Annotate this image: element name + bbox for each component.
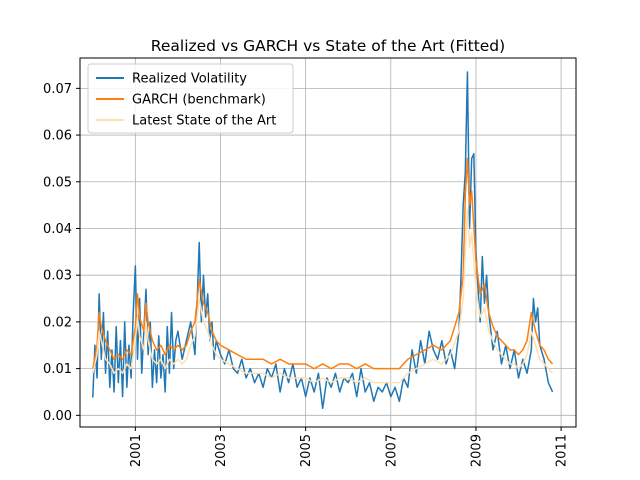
chart-title: Realized vs GARCH vs State of the Art (F… — [151, 37, 505, 55]
plot-area: 0.00 0.01 0.02 0.03 0.04 0.05 0.06 0.07 2001 2003… — [43, 57, 577, 467]
axes-frame — [79, 57, 577, 428]
y-tick-label: 0.07 — [43, 82, 72, 97]
x-tick-label: 2005 — [299, 434, 314, 467]
y-tick-label: 0.05 — [43, 175, 72, 190]
y-tick-label: 0.00 — [43, 409, 72, 424]
legend-entry-garch-benchmark: GARCH (benchmark) — [132, 93, 266, 108]
series-line-latest-state-of-the-art — [92, 209, 554, 384]
x-tick-label: 2003 — [214, 434, 229, 467]
x-tick-label: 2011 — [555, 434, 570, 467]
series-group — [92, 71, 554, 410]
y-tick-label: 0.02 — [43, 315, 72, 330]
x-tick-label: 2001 — [129, 434, 144, 467]
x-tick-label: 2007 — [384, 434, 399, 467]
legend-entry-realized-volatility: Realized Volatility — [132, 72, 247, 87]
y-tick-label: 0.04 — [43, 222, 72, 237]
series-line-garch-benchmark — [92, 157, 554, 370]
y-tick-label: 0.01 — [43, 362, 72, 377]
legend-box — [87, 63, 294, 134]
legend-entry-latest-state-of-the-art: Latest State of the Art — [132, 114, 276, 129]
x-tick-label: 2009 — [469, 434, 484, 467]
y-tick-label: 0.06 — [43, 129, 72, 144]
y-tick-label: 0.03 — [43, 269, 72, 284]
